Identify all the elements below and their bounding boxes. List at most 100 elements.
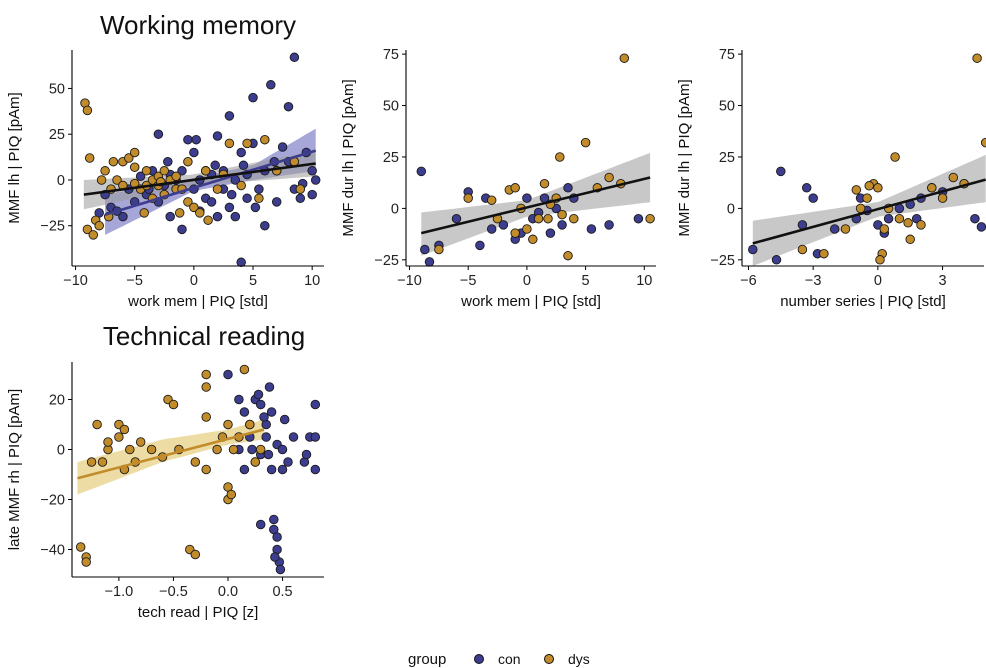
x-tick-label: −6 bbox=[740, 273, 757, 289]
y-axis-title: MMF lh | PIQ [pAm] bbox=[6, 92, 23, 223]
y-tick-label: 50 bbox=[49, 81, 65, 97]
legend-label-con: con bbox=[498, 651, 521, 667]
data-point-dys bbox=[224, 138, 235, 149]
data-point-dys bbox=[239, 364, 250, 375]
data-point-con bbox=[633, 213, 644, 224]
data-point-dys bbox=[855, 203, 866, 214]
data-point-con bbox=[279, 414, 290, 425]
data-point-dys bbox=[604, 172, 614, 183]
data-point-con bbox=[283, 101, 294, 112]
data-point-dys bbox=[92, 419, 102, 430]
data-point-con bbox=[307, 166, 317, 176]
data-point-con bbox=[118, 211, 128, 222]
data-point-dys bbox=[201, 412, 211, 422]
data-point-dys bbox=[245, 419, 255, 430]
data-point-dys bbox=[980, 137, 986, 148]
data-point-con bbox=[272, 532, 282, 542]
data-point-con bbox=[563, 183, 573, 193]
y-tick-label: 75 bbox=[719, 47, 735, 63]
y-tick-label: 0 bbox=[727, 201, 735, 217]
y-axis-title: late MMF rh | PIQ [pAm] bbox=[6, 389, 23, 550]
x-tick-label: −5 bbox=[460, 273, 477, 289]
data-point-con bbox=[277, 142, 288, 152]
data-point-dys bbox=[927, 183, 937, 193]
legend: group con dys bbox=[408, 651, 590, 668]
data-point-con bbox=[177, 224, 187, 235]
data-point-dys bbox=[201, 464, 211, 475]
data-point-dys bbox=[75, 542, 86, 552]
x-tick-label: −0.5 bbox=[159, 584, 188, 600]
y-tick-label: −25 bbox=[710, 253, 735, 269]
y-tick-label: 20 bbox=[49, 393, 65, 409]
data-point-con bbox=[230, 211, 241, 222]
data-point-con bbox=[189, 147, 199, 158]
data-point-dys bbox=[190, 549, 201, 560]
x-tick-label: −1.0 bbox=[105, 584, 134, 600]
regression-line-dys bbox=[77, 428, 265, 480]
data-point-dys bbox=[555, 152, 565, 162]
data-point-con bbox=[236, 257, 246, 268]
data-point-dys bbox=[171, 171, 181, 182]
data-point-con bbox=[238, 160, 249, 171]
data-point-dys bbox=[864, 181, 874, 191]
data-point-con bbox=[263, 449, 274, 460]
data-point-con bbox=[557, 220, 567, 230]
data-point-con bbox=[224, 202, 235, 213]
data-point-con bbox=[165, 211, 175, 222]
x-tick-label: −3 bbox=[805, 273, 822, 289]
panel-wm_lh: −10 −5 0 5 10 −25 0 25 50 work mem | PIQ [std] MMF… bbox=[6, 50, 324, 310]
data-point-dys bbox=[114, 432, 124, 442]
data-point-dys bbox=[434, 244, 444, 255]
data-point-dys bbox=[894, 213, 905, 224]
x-tick-label: 10 bbox=[304, 273, 320, 289]
x-tick-label: 0.5 bbox=[272, 584, 292, 600]
x-axis-title: work mem | PIQ [std] bbox=[127, 293, 268, 310]
data-point-dys bbox=[212, 444, 222, 455]
data-point-dys bbox=[119, 424, 130, 435]
data-point-con bbox=[748, 244, 758, 255]
data-point-con bbox=[163, 156, 173, 167]
data-point-dys bbox=[569, 213, 579, 224]
data-point-con bbox=[247, 444, 257, 455]
data-point-con bbox=[424, 257, 435, 267]
data-point-dys bbox=[81, 557, 91, 567]
data-point-dys bbox=[135, 437, 146, 447]
data-point-con bbox=[242, 193, 252, 204]
data-point-con bbox=[269, 514, 279, 525]
data-point-dys bbox=[100, 166, 110, 176]
data-point-dys bbox=[486, 195, 497, 205]
y-tick-label: −20 bbox=[40, 493, 65, 509]
data-point-dys bbox=[159, 166, 170, 176]
y-tick-label: 0 bbox=[57, 443, 65, 459]
data-point-con bbox=[307, 189, 317, 200]
y-tick-label: 0 bbox=[391, 201, 399, 217]
data-point-dys bbox=[250, 457, 261, 467]
data-point-dys bbox=[522, 224, 532, 234]
data-point-con bbox=[277, 464, 288, 475]
data-point-con bbox=[271, 197, 282, 207]
data-point-con bbox=[266, 407, 277, 417]
x-tick-label: 10 bbox=[636, 273, 652, 289]
data-point-dys bbox=[139, 208, 149, 218]
data-point-dys bbox=[533, 213, 544, 224]
y-tick-label: 50 bbox=[383, 99, 399, 115]
data-point-dys bbox=[201, 382, 211, 392]
data-point-dys bbox=[851, 185, 862, 195]
data-point-con bbox=[301, 449, 312, 460]
data-point-dys bbox=[510, 183, 520, 193]
data-point-dys bbox=[200, 166, 211, 176]
x-axis-title: tech read | PIQ [z] bbox=[138, 604, 259, 621]
data-point-con bbox=[239, 407, 250, 417]
data-point-dys bbox=[86, 457, 97, 467]
data-point-dys bbox=[972, 53, 982, 63]
data-point-con bbox=[264, 382, 275, 392]
legend-label-dys: dys bbox=[568, 651, 590, 667]
data-point-con bbox=[808, 193, 818, 203]
data-point-con bbox=[545, 228, 556, 238]
data-point-con bbox=[976, 222, 986, 232]
data-point-con bbox=[283, 457, 293, 467]
data-point-dys bbox=[528, 234, 538, 245]
data-point-dys bbox=[260, 134, 270, 145]
data-point-dys bbox=[580, 137, 591, 148]
data-point-dys bbox=[112, 175, 122, 185]
